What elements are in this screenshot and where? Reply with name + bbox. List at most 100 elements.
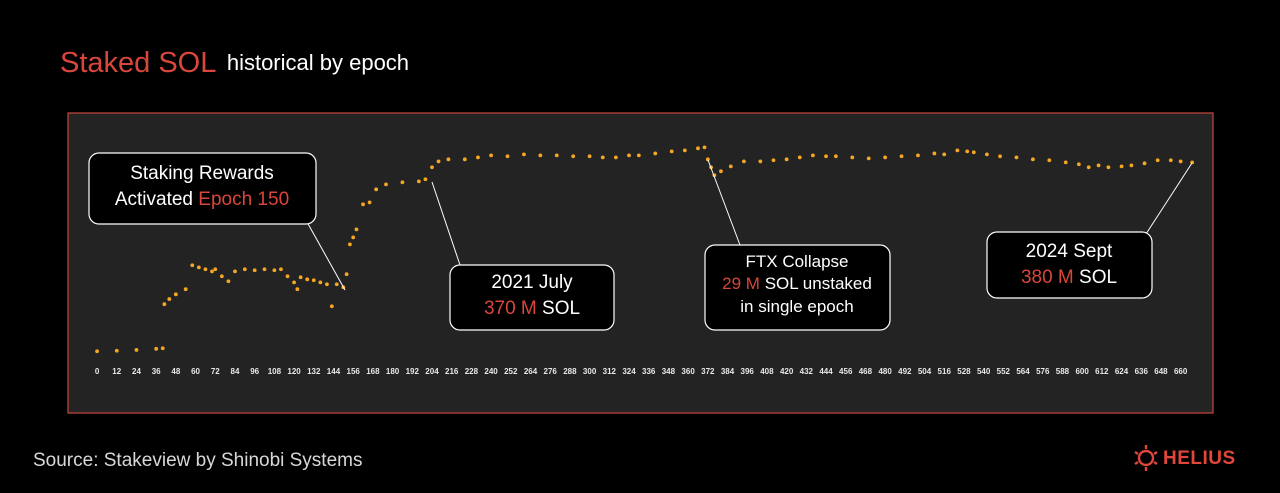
annotation-text: Staking Rewards: [130, 163, 274, 184]
data-point: [210, 269, 214, 274]
data-point: [384, 182, 388, 187]
data-point: [600, 155, 605, 160]
x-tick-label: 576: [1036, 367, 1050, 376]
data-point: [1119, 164, 1124, 169]
x-tick-label: 336: [642, 367, 656, 376]
data-point: [1190, 160, 1195, 165]
x-tick-label: 72: [211, 367, 220, 376]
x-tick-label: 12: [112, 367, 121, 376]
data-point: [1014, 155, 1019, 160]
logo: HELIUS: [1134, 445, 1235, 471]
x-tick-label: 108: [268, 367, 282, 376]
data-point: [702, 145, 707, 150]
annotation-line: 29 M SOL unstaked: [722, 274, 872, 293]
data-point: [899, 154, 904, 159]
data-point: [696, 146, 700, 151]
x-tick-label: 156: [347, 367, 361, 376]
x-tick-label: 168: [366, 367, 380, 376]
annotation-line: 2021 July: [491, 272, 573, 293]
data-point: [361, 202, 365, 207]
x-tick-label: 564: [1016, 367, 1030, 376]
x-tick-label: 276: [544, 367, 558, 376]
x-tick-label: 588: [1056, 367, 1070, 376]
annotation-line: FTX Collapse: [746, 252, 849, 271]
data-point: [446, 157, 451, 162]
annotation-text: in single epoch: [740, 297, 853, 316]
data-point: [985, 152, 989, 157]
data-point: [1129, 163, 1134, 168]
data-point: [190, 263, 195, 268]
data-point: [430, 165, 434, 170]
annotation-text: Activated: [115, 189, 193, 210]
x-tick-label: 600: [1075, 367, 1089, 376]
data-point: [476, 155, 480, 160]
data-point: [134, 348, 139, 352]
data-point: [1076, 162, 1081, 167]
data-point: [305, 277, 310, 282]
x-tick-label: 0: [95, 367, 100, 376]
leader-lines: [306, 159, 1193, 291]
data-point: [1096, 163, 1101, 168]
data-point: [797, 155, 802, 160]
data-point: [538, 153, 543, 158]
x-tick-label: 456: [839, 367, 853, 376]
x-tick-label: 84: [231, 367, 240, 376]
annotation-line: Activated Epoch 150: [115, 189, 289, 210]
data-point: [226, 279, 231, 284]
data-point: [489, 153, 493, 158]
data-point: [436, 159, 441, 164]
data-point: [1047, 158, 1052, 163]
data-point: [462, 157, 467, 162]
data-point: [367, 200, 372, 205]
data-point: [351, 235, 356, 240]
marks: 0 12 24 36 48 60 72 84 96 108 120 132 144 156 168 180 19…: [95, 145, 1195, 376]
data-point: [374, 187, 379, 192]
source-note: Source: Stakeview by Shinobi Systems: [33, 450, 363, 471]
x-tick-label: 312: [603, 367, 617, 376]
x-tick-label: 384: [721, 367, 735, 376]
x-tick-label: 132: [307, 367, 321, 376]
data-point: [173, 292, 178, 297]
annotation-box: [88, 152, 317, 225]
x-tick-label: 612: [1095, 367, 1109, 376]
x-tick-label: 288: [563, 367, 577, 376]
data-point: [298, 275, 303, 280]
data-point: [1155, 158, 1160, 163]
annotation: 2024 Sept 380 M SOL: [986, 231, 1153, 299]
logo-icon: [1134, 445, 1158, 471]
annotation-highlight: Epoch 150: [198, 189, 289, 210]
data-point: [613, 155, 618, 160]
x-tick-label: 552: [997, 367, 1011, 376]
data-point: [329, 304, 334, 309]
data-point: [318, 280, 323, 285]
data-point: [636, 153, 641, 158]
annotation-box: [449, 264, 615, 331]
x-tick-label: 660: [1174, 367, 1188, 376]
annotation-line: 2024 Sept: [1026, 241, 1113, 262]
x-tick-label: 216: [445, 367, 459, 376]
data-point: [423, 177, 428, 182]
data-point: [203, 267, 208, 272]
x-tick-label: 444: [819, 367, 833, 376]
x-tick-label: 348: [662, 367, 676, 376]
x-tick-label: 492: [898, 367, 912, 376]
data-point: [971, 150, 976, 155]
data-point: [571, 154, 576, 159]
data-point: [771, 158, 776, 163]
data-point: [344, 272, 349, 277]
data-point: [653, 151, 658, 156]
data-point: [505, 154, 510, 159]
data-point: [154, 346, 159, 351]
data-point: [824, 154, 828, 159]
data-point: [810, 153, 815, 158]
data-point: [354, 227, 359, 232]
data-point: [347, 242, 352, 247]
annotation-text: SOL: [542, 298, 580, 319]
data-point: [1178, 159, 1183, 164]
x-tick-label: 648: [1154, 367, 1168, 376]
annotation-line: in single epoch: [740, 297, 853, 316]
annotation-text: SOL: [1079, 267, 1117, 288]
data-point: [784, 157, 789, 162]
